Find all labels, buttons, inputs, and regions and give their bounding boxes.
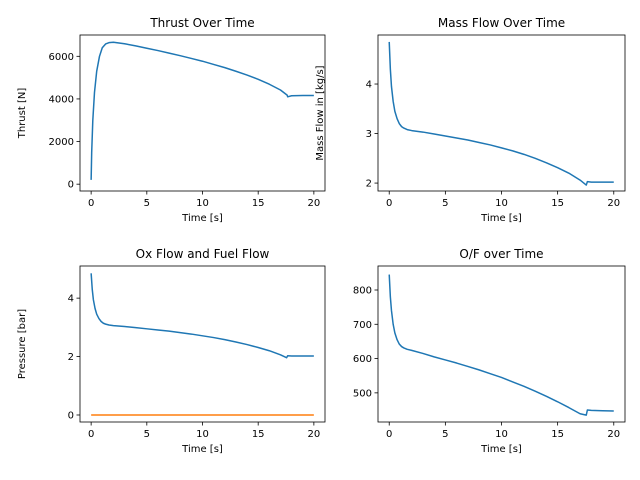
of-ratio-x-tick-label: 0 xyxy=(386,429,392,440)
of-ratio-chart-title: O/F over Time xyxy=(459,247,543,261)
of-ratio-x-tick-label: 10 xyxy=(495,429,508,440)
mass-flow-series-line-1 xyxy=(388,41,614,186)
ox-fuel-flow-y-tick-label: 4 xyxy=(68,294,74,305)
thrust-series-line-1 xyxy=(90,41,314,180)
mass-flow-x-axis-label: Time [s] xyxy=(480,213,522,224)
ox-fuel-flow-chart-panel: Ox Flow and Fuel Flow Time [s] Pressure … xyxy=(17,247,326,455)
of-ratio-x-tick-label: 20 xyxy=(607,429,620,440)
of-ratio-y-tick-label: 500 xyxy=(353,388,372,399)
thrust-y-tick-label: 2000 xyxy=(49,137,74,148)
thrust-y-tick-label: 0 xyxy=(68,180,74,191)
of-ratio-series-line-1 xyxy=(388,274,614,416)
ox-fuel-flow-x-axis-label: Time [s] xyxy=(181,444,223,455)
thrust-chart-title: Thrust Over Time xyxy=(149,16,254,30)
of-ratio-y-tick-label: 700 xyxy=(353,320,372,331)
ox-fuel-flow-y-axis-label: Pressure [bar] xyxy=(17,309,28,379)
ox-fuel-flow-y-tick-label: 2 xyxy=(68,352,74,363)
thrust-x-tick-label: 20 xyxy=(307,198,320,209)
thrust-x-tick-label: 0 xyxy=(88,198,94,209)
ox-fuel-flow-x-tick-label: 0 xyxy=(88,429,94,440)
mass-flow-x-tick-label: 10 xyxy=(495,198,508,209)
ox-fuel-flow-chart-title: Ox Flow and Fuel Flow xyxy=(136,247,270,261)
ox-fuel-flow-x-tick-label: 15 xyxy=(252,429,265,440)
mass-flow-x-tick-label: 0 xyxy=(386,198,392,209)
of-ratio-y-tick-label: 800 xyxy=(353,286,372,297)
ox-fuel-flow-x-tick-label: 10 xyxy=(196,429,209,440)
mass-flow-chart-title: Mass Flow Over Time xyxy=(438,16,565,30)
thrust-x-tick-label: 5 xyxy=(144,198,150,209)
mass-flow-y-tick-label: 3 xyxy=(366,129,372,140)
of-ratio-x-tick-label: 5 xyxy=(442,429,448,440)
mass-flow-x-tick-label: 15 xyxy=(551,198,564,209)
of-ratio-y-tick-label: 600 xyxy=(353,354,372,365)
thrust-y-tick-label: 6000 xyxy=(49,52,74,63)
thrust-y-axis-label: Thrust [N] xyxy=(17,88,28,140)
ox-fuel-flow-y-tick-label: 0 xyxy=(68,410,74,421)
thrust-chart-panel: Thrust Over Time Time [s] Thrust [N] 0 5 1… xyxy=(17,16,326,224)
thrust-x-axis-label: Time [s] xyxy=(181,213,223,224)
thrust-y-tick-label: 4000 xyxy=(49,94,74,105)
mass-flow-x-tick-label: 5 xyxy=(442,198,448,209)
of-ratio-x-tick-label: 15 xyxy=(551,429,564,440)
mass-flow-x-tick-label: 20 xyxy=(607,198,620,209)
mass-flow-chart-panel: Mass Flow Over Time Time [s] Mass Flow i… xyxy=(315,16,626,224)
mass-flow-y-tick-label: 2 xyxy=(366,179,372,190)
mass-flow-y-axis-label: Mass Flow in [kg/s] xyxy=(315,65,326,160)
of-ratio-x-axis-label: Time [s] xyxy=(480,444,522,455)
of-ratio-chart-panel: O/F over Time Time [s] 0 5 10 15 20 500 600 700… xyxy=(353,247,626,455)
mass-flow-y-tick-label: 4 xyxy=(366,80,372,91)
thrust-x-tick-label: 15 xyxy=(252,198,265,209)
ox-fuel-flow-x-tick-label: 5 xyxy=(144,429,150,440)
ox-fuel-flow-series-line-1 xyxy=(90,273,314,359)
thrust-x-tick-label: 10 xyxy=(196,198,209,209)
ox-fuel-flow-x-tick-label: 20 xyxy=(307,429,320,440)
